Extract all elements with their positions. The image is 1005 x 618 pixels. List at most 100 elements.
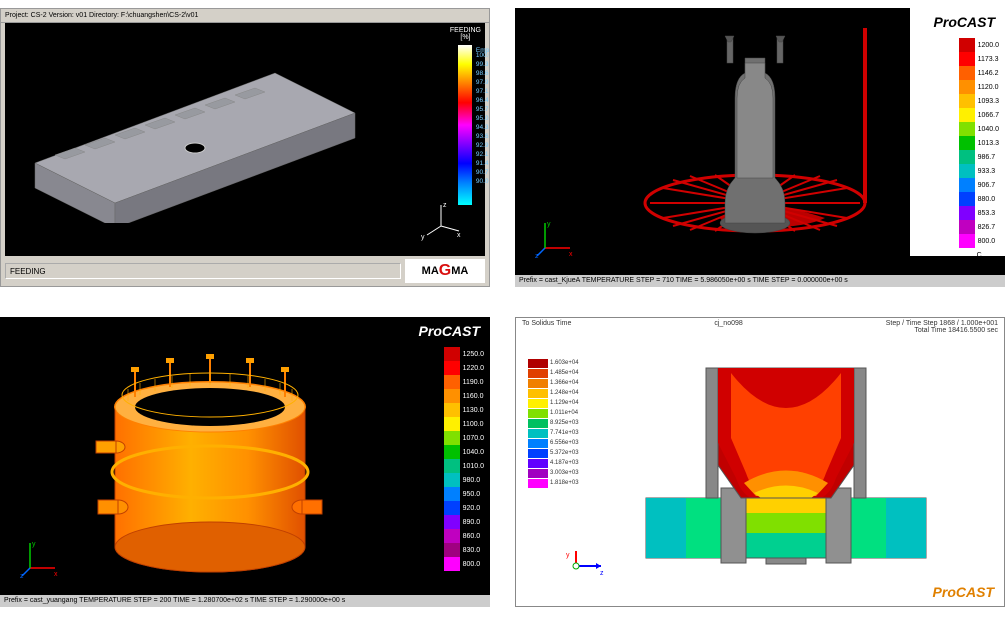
- legend-swatch: [959, 150, 975, 164]
- legend-swatch: [528, 409, 548, 418]
- legend-swatch: [528, 449, 548, 458]
- svg-text:y: y: [421, 234, 425, 241]
- legend-empty-label: Empty: [476, 47, 490, 54]
- status-bar: FEEDING MAGMA: [1, 256, 489, 286]
- svg-text:z: z: [535, 253, 539, 258]
- legend-swatch: [444, 445, 460, 459]
- procast-logo: ProCAST: [933, 584, 994, 600]
- legend-row: 1250.0: [444, 347, 484, 361]
- legend-row: 1070.0: [444, 431, 484, 445]
- status-bar: Prefix = cast_yuangang TEMPERATURE STEP …: [0, 595, 490, 607]
- svg-text:z: z: [600, 570, 604, 577]
- legend-value: 95.0: [476, 114, 490, 123]
- legend-value: 1066.7: [978, 112, 999, 119]
- legend-value: 5.372e+03: [550, 450, 579, 456]
- axis-triad: x y z: [535, 218, 575, 263]
- procast-logo: ProCAST: [934, 14, 995, 30]
- legend-row: 1100.0: [444, 417, 484, 431]
- legend-row: 1040.0: [959, 122, 999, 136]
- svg-text:x: x: [457, 232, 461, 239]
- legend-swatch: [959, 52, 975, 66]
- legend-row: 1.248e+04: [528, 388, 579, 398]
- legend-value: 98.6: [476, 69, 490, 78]
- legend-swatch: [528, 419, 548, 428]
- legend-row: 3.003e+03: [528, 468, 579, 478]
- legend-value: 1093.3: [978, 98, 999, 105]
- status-text: FEEDING: [5, 263, 401, 279]
- legend-value: 1013.3: [978, 140, 999, 147]
- svg-text:y: y: [566, 552, 570, 559]
- legend-row: 1093.3: [959, 94, 999, 108]
- legend-value: 1.818e+03: [550, 480, 579, 486]
- magma-panel: Project: CS-2 Version: v01 Directory: F:…: [0, 8, 490, 287]
- legend-swatch: [528, 359, 548, 368]
- legend: 1.603e+041.485e+041.366e+041.248e+041.12…: [528, 358, 579, 488]
- funnel-model: [625, 28, 885, 268]
- legend-value: 826.7: [978, 224, 996, 231]
- svg-text:x: x: [54, 571, 58, 578]
- header-center: cj_no098: [714, 320, 742, 336]
- legend-value: 853.3: [978, 210, 996, 217]
- legend-value: 97.1: [476, 87, 490, 96]
- legend-row: 7.741e+03: [528, 428, 579, 438]
- legend-row: 4.187e+03: [528, 458, 579, 468]
- legend-value: 1173.3: [978, 56, 999, 63]
- legend: 1250.01220.01190.01160.01130.01100.01070…: [444, 347, 484, 571]
- legend-value: 93.6: [476, 132, 490, 141]
- legend-value: 1.248e+04: [550, 390, 579, 396]
- legend-swatch: [528, 459, 548, 468]
- procast-panel-funnel: ProCAST 1200.01173.31146.21120.01093.310…: [515, 8, 1005, 287]
- legend-value: 99.3: [476, 60, 490, 69]
- legend-value: 1250.0: [463, 351, 484, 358]
- legend-swatch: [444, 431, 460, 445]
- legend-swatch: [959, 38, 975, 52]
- legend-value: 1160.0: [463, 393, 484, 400]
- title-bar: Project: CS-2 Version: v01 Directory: F:…: [1, 9, 489, 23]
- legend-value: 8.925e+03: [550, 420, 579, 426]
- legend-swatch: [444, 417, 460, 431]
- legend-swatch: [959, 108, 975, 122]
- legend-row: 1190.0: [444, 375, 484, 389]
- legend-value: 1100.0: [463, 421, 484, 428]
- legend-colorbar: [458, 45, 472, 205]
- svg-text:x: x: [569, 251, 573, 258]
- legend-row: 1200.0: [959, 38, 999, 52]
- legend-value: 3.003e+03: [550, 470, 579, 476]
- svg-text:y: y: [547, 221, 551, 228]
- legend-swatch: [444, 557, 460, 571]
- legend-value: 92.9: [476, 141, 490, 150]
- legend-swatch: [528, 429, 548, 438]
- legend-value: 91.4: [476, 159, 490, 168]
- legend-swatch: [959, 66, 975, 80]
- legend-swatch: [528, 469, 548, 478]
- legend-value: 860.0: [463, 533, 481, 540]
- legend-value: 6.556e+03: [550, 440, 579, 446]
- legend-swatch: [444, 515, 460, 529]
- axis-triad: z y: [566, 551, 606, 586]
- legend-value: 1.485e+04: [550, 370, 579, 376]
- legend-swatch: [959, 164, 975, 178]
- legend-value: 1040.0: [463, 449, 484, 456]
- legend-swatch: [959, 220, 975, 234]
- legend-value: 1.603e+04: [550, 360, 579, 366]
- legend-row: 1173.3: [959, 52, 999, 66]
- legend-value: 920.0: [463, 505, 481, 512]
- legend-swatch: [528, 389, 548, 398]
- legend-value: 7.741e+03: [550, 430, 579, 436]
- axis-triad: x y z: [20, 538, 60, 583]
- svg-text:z: z: [20, 573, 24, 578]
- legend-row: 950.0: [444, 487, 484, 501]
- legend-value: 90.0: [476, 177, 490, 186]
- legend-row: 906.7: [959, 178, 999, 192]
- legend-value: 1146.2: [978, 70, 999, 77]
- legend-value: 92.1: [476, 150, 490, 159]
- header-left: To Solidus Time: [522, 320, 571, 336]
- legend-row: 5.372e+03: [528, 448, 579, 458]
- legend-row: 1040.0: [444, 445, 484, 459]
- legend-swatch: [528, 399, 548, 408]
- legend-row: 1.818e+03: [528, 478, 579, 488]
- legend-value: 1.129e+04: [550, 400, 579, 406]
- legend-value: 1200.0: [978, 42, 999, 49]
- viewport[interactable]: FEEDING [%] 100.099.398.697.997.196.495.…: [5, 23, 485, 256]
- legend-swatch: [444, 403, 460, 417]
